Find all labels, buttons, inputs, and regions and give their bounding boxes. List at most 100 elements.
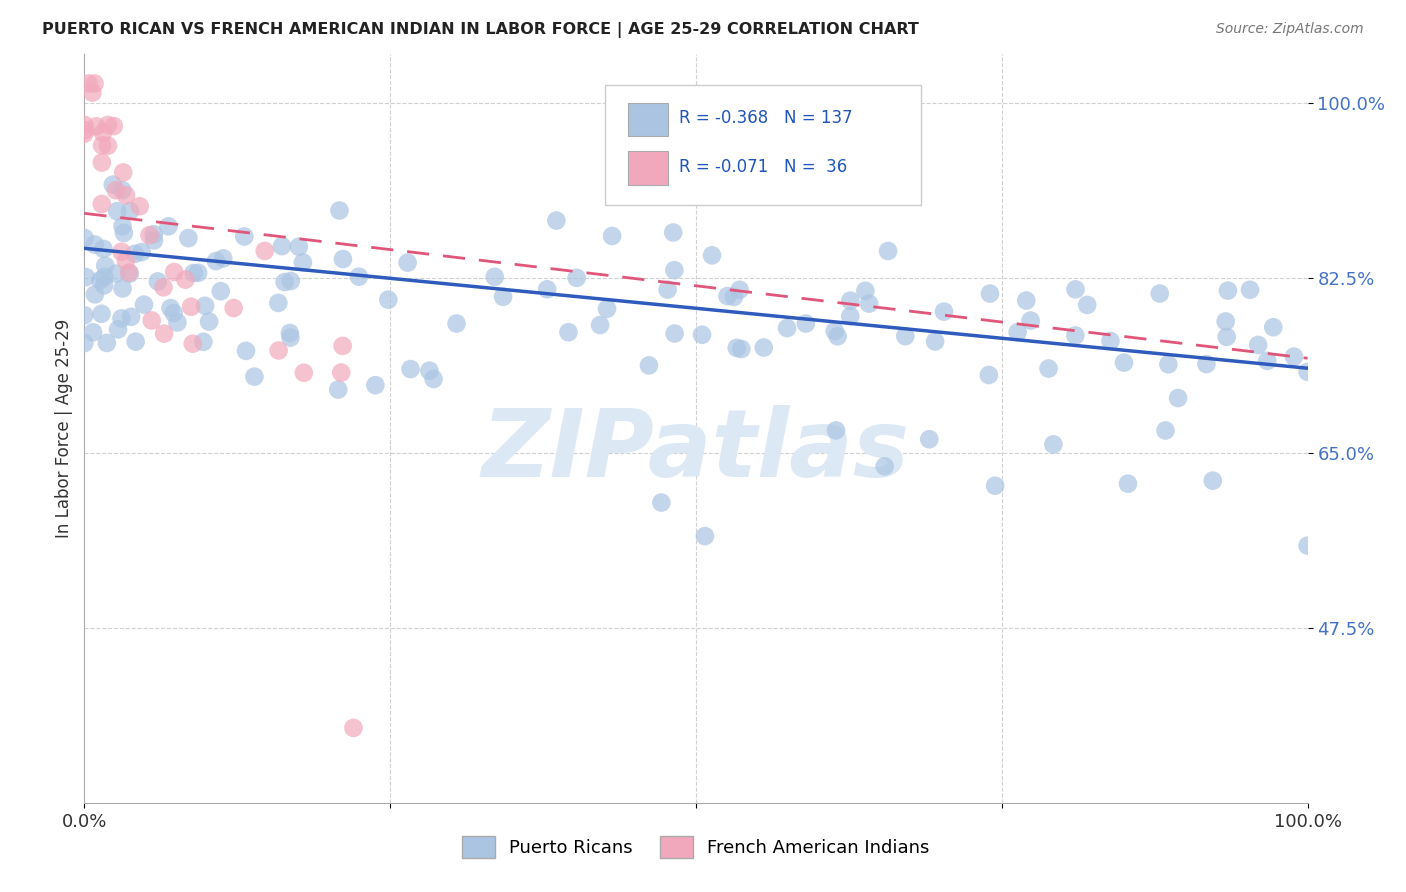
Point bbox=[700, 248, 723, 262]
Point bbox=[253, 244, 276, 258]
Point bbox=[918, 432, 941, 446]
Point bbox=[82, 86, 104, 100]
Point bbox=[163, 265, 186, 279]
Point bbox=[1157, 357, 1180, 371]
Point bbox=[858, 296, 880, 310]
Point bbox=[446, 317, 468, 331]
Point bbox=[984, 479, 1007, 493]
Text: R = -0.071   N =  36: R = -0.071 N = 36 bbox=[679, 158, 848, 176]
Point bbox=[1256, 354, 1278, 368]
Point bbox=[853, 284, 876, 298]
Point bbox=[110, 244, 132, 259]
Point bbox=[979, 286, 1001, 301]
Point bbox=[1116, 476, 1139, 491]
Y-axis label: In Labor Force | Age 25-29: In Labor Force | Age 25-29 bbox=[55, 318, 73, 538]
Point bbox=[243, 369, 266, 384]
Point bbox=[73, 118, 96, 132]
Point bbox=[124, 334, 146, 349]
Point bbox=[75, 270, 97, 285]
Point bbox=[924, 334, 946, 349]
Point bbox=[235, 343, 257, 358]
Point bbox=[332, 252, 354, 266]
Point bbox=[418, 364, 440, 378]
Point bbox=[174, 272, 197, 286]
Point bbox=[1064, 328, 1087, 343]
Point bbox=[163, 306, 186, 320]
Point bbox=[141, 313, 163, 327]
Point bbox=[1263, 320, 1285, 334]
Point bbox=[657, 283, 679, 297]
Point bbox=[1064, 282, 1087, 296]
Point bbox=[1215, 314, 1237, 328]
Point bbox=[1007, 325, 1029, 339]
Point bbox=[131, 245, 153, 260]
Point bbox=[1239, 283, 1261, 297]
Point bbox=[342, 721, 364, 735]
Point bbox=[664, 263, 686, 277]
Point bbox=[143, 234, 166, 248]
Point bbox=[222, 301, 245, 315]
Point bbox=[104, 183, 127, 197]
Text: PUERTO RICAN VS FRENCH AMERICAN INDIAN IN LABOR FORCE | AGE 25-29 CORRELATION CH: PUERTO RICAN VS FRENCH AMERICAN INDIAN I… bbox=[42, 22, 920, 38]
Point bbox=[557, 325, 579, 339]
Point bbox=[111, 183, 134, 197]
Point bbox=[288, 239, 311, 253]
Point bbox=[716, 289, 738, 303]
Point bbox=[152, 280, 174, 294]
Point bbox=[180, 300, 202, 314]
Point bbox=[693, 529, 716, 543]
Point bbox=[73, 336, 96, 351]
Point bbox=[873, 459, 896, 474]
Point bbox=[120, 310, 142, 324]
Point bbox=[565, 270, 588, 285]
Point bbox=[1154, 424, 1177, 438]
Point bbox=[75, 123, 97, 137]
Point bbox=[91, 138, 114, 153]
Point bbox=[118, 204, 141, 219]
Point bbox=[894, 329, 917, 343]
Point bbox=[638, 359, 661, 373]
Point bbox=[91, 126, 114, 140]
Point bbox=[177, 231, 200, 245]
Point bbox=[138, 228, 160, 243]
Point bbox=[589, 318, 612, 332]
Point bbox=[328, 203, 350, 218]
Point bbox=[128, 199, 150, 213]
Point bbox=[825, 423, 848, 437]
Point bbox=[1167, 391, 1189, 405]
Point bbox=[124, 247, 146, 261]
Point bbox=[86, 120, 108, 134]
Point bbox=[877, 244, 900, 258]
Point bbox=[839, 293, 862, 308]
Point bbox=[93, 242, 115, 256]
Point bbox=[194, 299, 217, 313]
Point bbox=[166, 315, 188, 329]
Point bbox=[1215, 330, 1237, 344]
Point bbox=[142, 227, 165, 242]
Point bbox=[112, 165, 135, 179]
Point bbox=[662, 226, 685, 240]
Point bbox=[1015, 293, 1038, 308]
Point bbox=[1247, 338, 1270, 352]
Point bbox=[399, 362, 422, 376]
Point bbox=[536, 282, 558, 296]
Point bbox=[278, 326, 301, 340]
Point bbox=[1076, 298, 1098, 312]
Point bbox=[153, 326, 176, 341]
Point bbox=[115, 188, 138, 202]
Point bbox=[330, 366, 353, 380]
Point bbox=[1282, 350, 1305, 364]
Point bbox=[546, 213, 568, 227]
Point bbox=[347, 269, 370, 284]
Point bbox=[73, 127, 96, 141]
Point bbox=[146, 274, 169, 288]
Point bbox=[77, 77, 100, 91]
Point bbox=[233, 229, 256, 244]
Point bbox=[280, 330, 302, 344]
Point bbox=[90, 155, 112, 169]
Point bbox=[183, 266, 205, 280]
Point bbox=[1099, 334, 1122, 348]
Point bbox=[752, 341, 775, 355]
Point bbox=[111, 281, 134, 295]
Point bbox=[377, 293, 399, 307]
